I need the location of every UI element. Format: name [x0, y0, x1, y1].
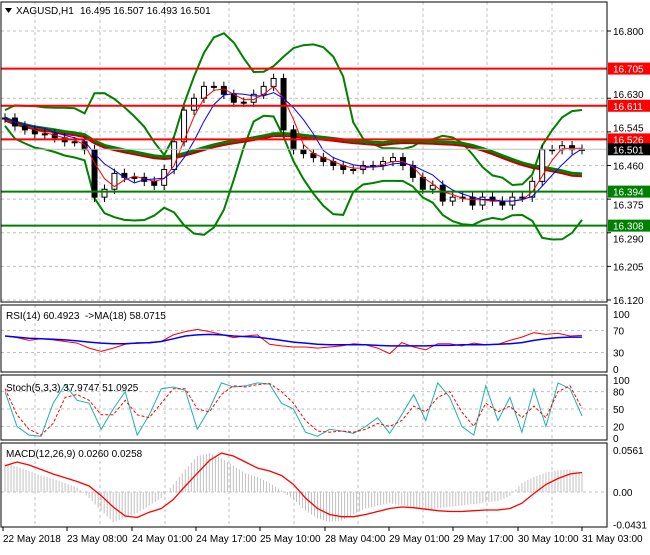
candle-body — [549, 149, 556, 152]
price-tick-label: 16.800 — [613, 27, 644, 38]
stoch-signal-line — [4, 382, 583, 436]
time-tick-label: 29 May 01:00 — [389, 534, 450, 545]
candle-body — [131, 176, 138, 179]
stoch-tick-label: 20 — [613, 422, 625, 433]
time-tick-label: 28 May 04:00 — [325, 534, 386, 545]
candle-body — [479, 196, 486, 206]
time-tick-label: 30 May 10:00 — [518, 534, 579, 545]
candle-body — [161, 168, 168, 186]
current-price-tag — [608, 143, 650, 156]
stoch-tick-label: 80 — [613, 388, 625, 399]
candle-body — [429, 184, 436, 190]
candle-body — [210, 85, 217, 88]
rsi-panel[interactable] — [4, 328, 583, 355]
symbol-label: XAGUSD,H1 — [16, 6, 74, 17]
slow-moving-average — [4, 92, 583, 202]
price-tick-label: 16.460 — [613, 162, 644, 173]
rsi-tick-label: 70 — [613, 327, 625, 338]
macd-title: MACD(12,26,9) 0.0260 0.0258 — [6, 449, 143, 460]
stoch-tick-label: 50 — [613, 405, 625, 416]
rsi-tick-label: 100 — [613, 310, 630, 321]
candle-body — [499, 200, 506, 206]
price-tick-label: 16.630 — [613, 90, 644, 101]
candle-body — [270, 77, 277, 87]
macd-signal-line — [4, 452, 583, 519]
support-level-tag — [608, 185, 650, 198]
time-tick-label: 24 May 01:00 — [132, 534, 193, 545]
candle-body — [439, 184, 446, 202]
candle-body — [41, 133, 48, 136]
stoch-panel[interactable] — [4, 381, 583, 437]
time-tick-label: 25 May 10:00 — [260, 534, 321, 545]
ohlc-values: 16.495 16.507 16.493 16.501 — [80, 6, 211, 17]
support-level-label: 16.394 — [613, 188, 644, 199]
candle-body — [529, 180, 536, 198]
candle-body — [71, 141, 78, 144]
price-tick-label: 16.120 — [613, 296, 644, 307]
candle-body — [151, 180, 158, 186]
price-tick-label: 16.545 — [613, 123, 644, 134]
resistance-level-tag — [608, 99, 650, 112]
candle-body — [350, 168, 357, 171]
rsi-title: RSI(14) 60.4923 ->MA(18) 58.0715 — [6, 311, 166, 322]
time-tick-label: 23 May 08:00 — [67, 534, 128, 545]
panel-frame-2 — [0, 374, 608, 441]
bollinger-upper-band — [4, 32, 583, 187]
time-tick-label: 22 May 2018 — [3, 534, 61, 545]
rsi-ma-line — [4, 333, 582, 347]
time-tick-label: 31 May 03:00 — [582, 534, 643, 545]
candle-body — [191, 97, 198, 111]
support-level-tag — [608, 219, 650, 232]
candle-body — [101, 188, 108, 198]
resistance-level-label: 16.705 — [613, 65, 644, 76]
candle-body — [240, 101, 247, 104]
resistance-level-label: 16.526 — [613, 135, 644, 146]
macd-tick-label: 0.0561 — [613, 446, 644, 457]
macd-panel[interactable] — [4, 452, 583, 522]
candle-body — [111, 172, 118, 190]
resistance-level-label: 16.611 — [613, 102, 643, 113]
axes: 16.800 16.630 16.545 16.460 16.375 16.290 16.2… — [2, 27, 650, 545]
fast-moving-average — [4, 85, 583, 202]
stoch-tick-label: 0 — [613, 434, 619, 445]
candle-body — [300, 149, 307, 155]
rsi-tick-label: 30 — [613, 349, 625, 360]
candle-body — [21, 125, 28, 131]
candle-body — [171, 141, 178, 170]
candle-body — [389, 157, 396, 163]
macd-tick-label: -0.0431 — [613, 520, 647, 531]
price-panel[interactable] — [1, 32, 607, 241]
price-tick-label: 16.375 — [613, 201, 644, 212]
panel-frame-3 — [0, 442, 608, 528]
rsi-tick-label: 0 — [613, 365, 619, 376]
support-level-label: 16.308 — [613, 222, 644, 233]
stoch-tick-label: 100 — [613, 376, 630, 387]
bollinger-lower-band — [4, 114, 583, 241]
candle-body — [280, 77, 287, 131]
panel-frames — [0, 1, 608, 528]
resistance-level-tag — [608, 62, 650, 75]
candle-body — [91, 149, 98, 198]
stoch-main-line — [4, 381, 583, 437]
candle-body — [469, 196, 476, 206]
price-tick-label: 16.205 — [613, 262, 644, 273]
price-tick-label: 16.290 — [613, 235, 644, 246]
macd-tick-label: 0.00 — [613, 488, 633, 499]
triangle-down-icon[interactable] — [5, 8, 12, 13]
time-tick-label: 29 May 17:00 — [453, 534, 514, 545]
resistance-level-tag — [608, 133, 650, 146]
current-price-label: 16.501 — [613, 145, 644, 156]
panel-frame-0 — [0, 1, 608, 303]
time-tick-label: 24 May 17:00 — [196, 534, 257, 545]
stoch-title: Stoch(5,3,3) 37.9747 51.0925 — [6, 383, 139, 394]
candle-body — [449, 196, 456, 202]
panel-frame-1 — [0, 304, 608, 373]
